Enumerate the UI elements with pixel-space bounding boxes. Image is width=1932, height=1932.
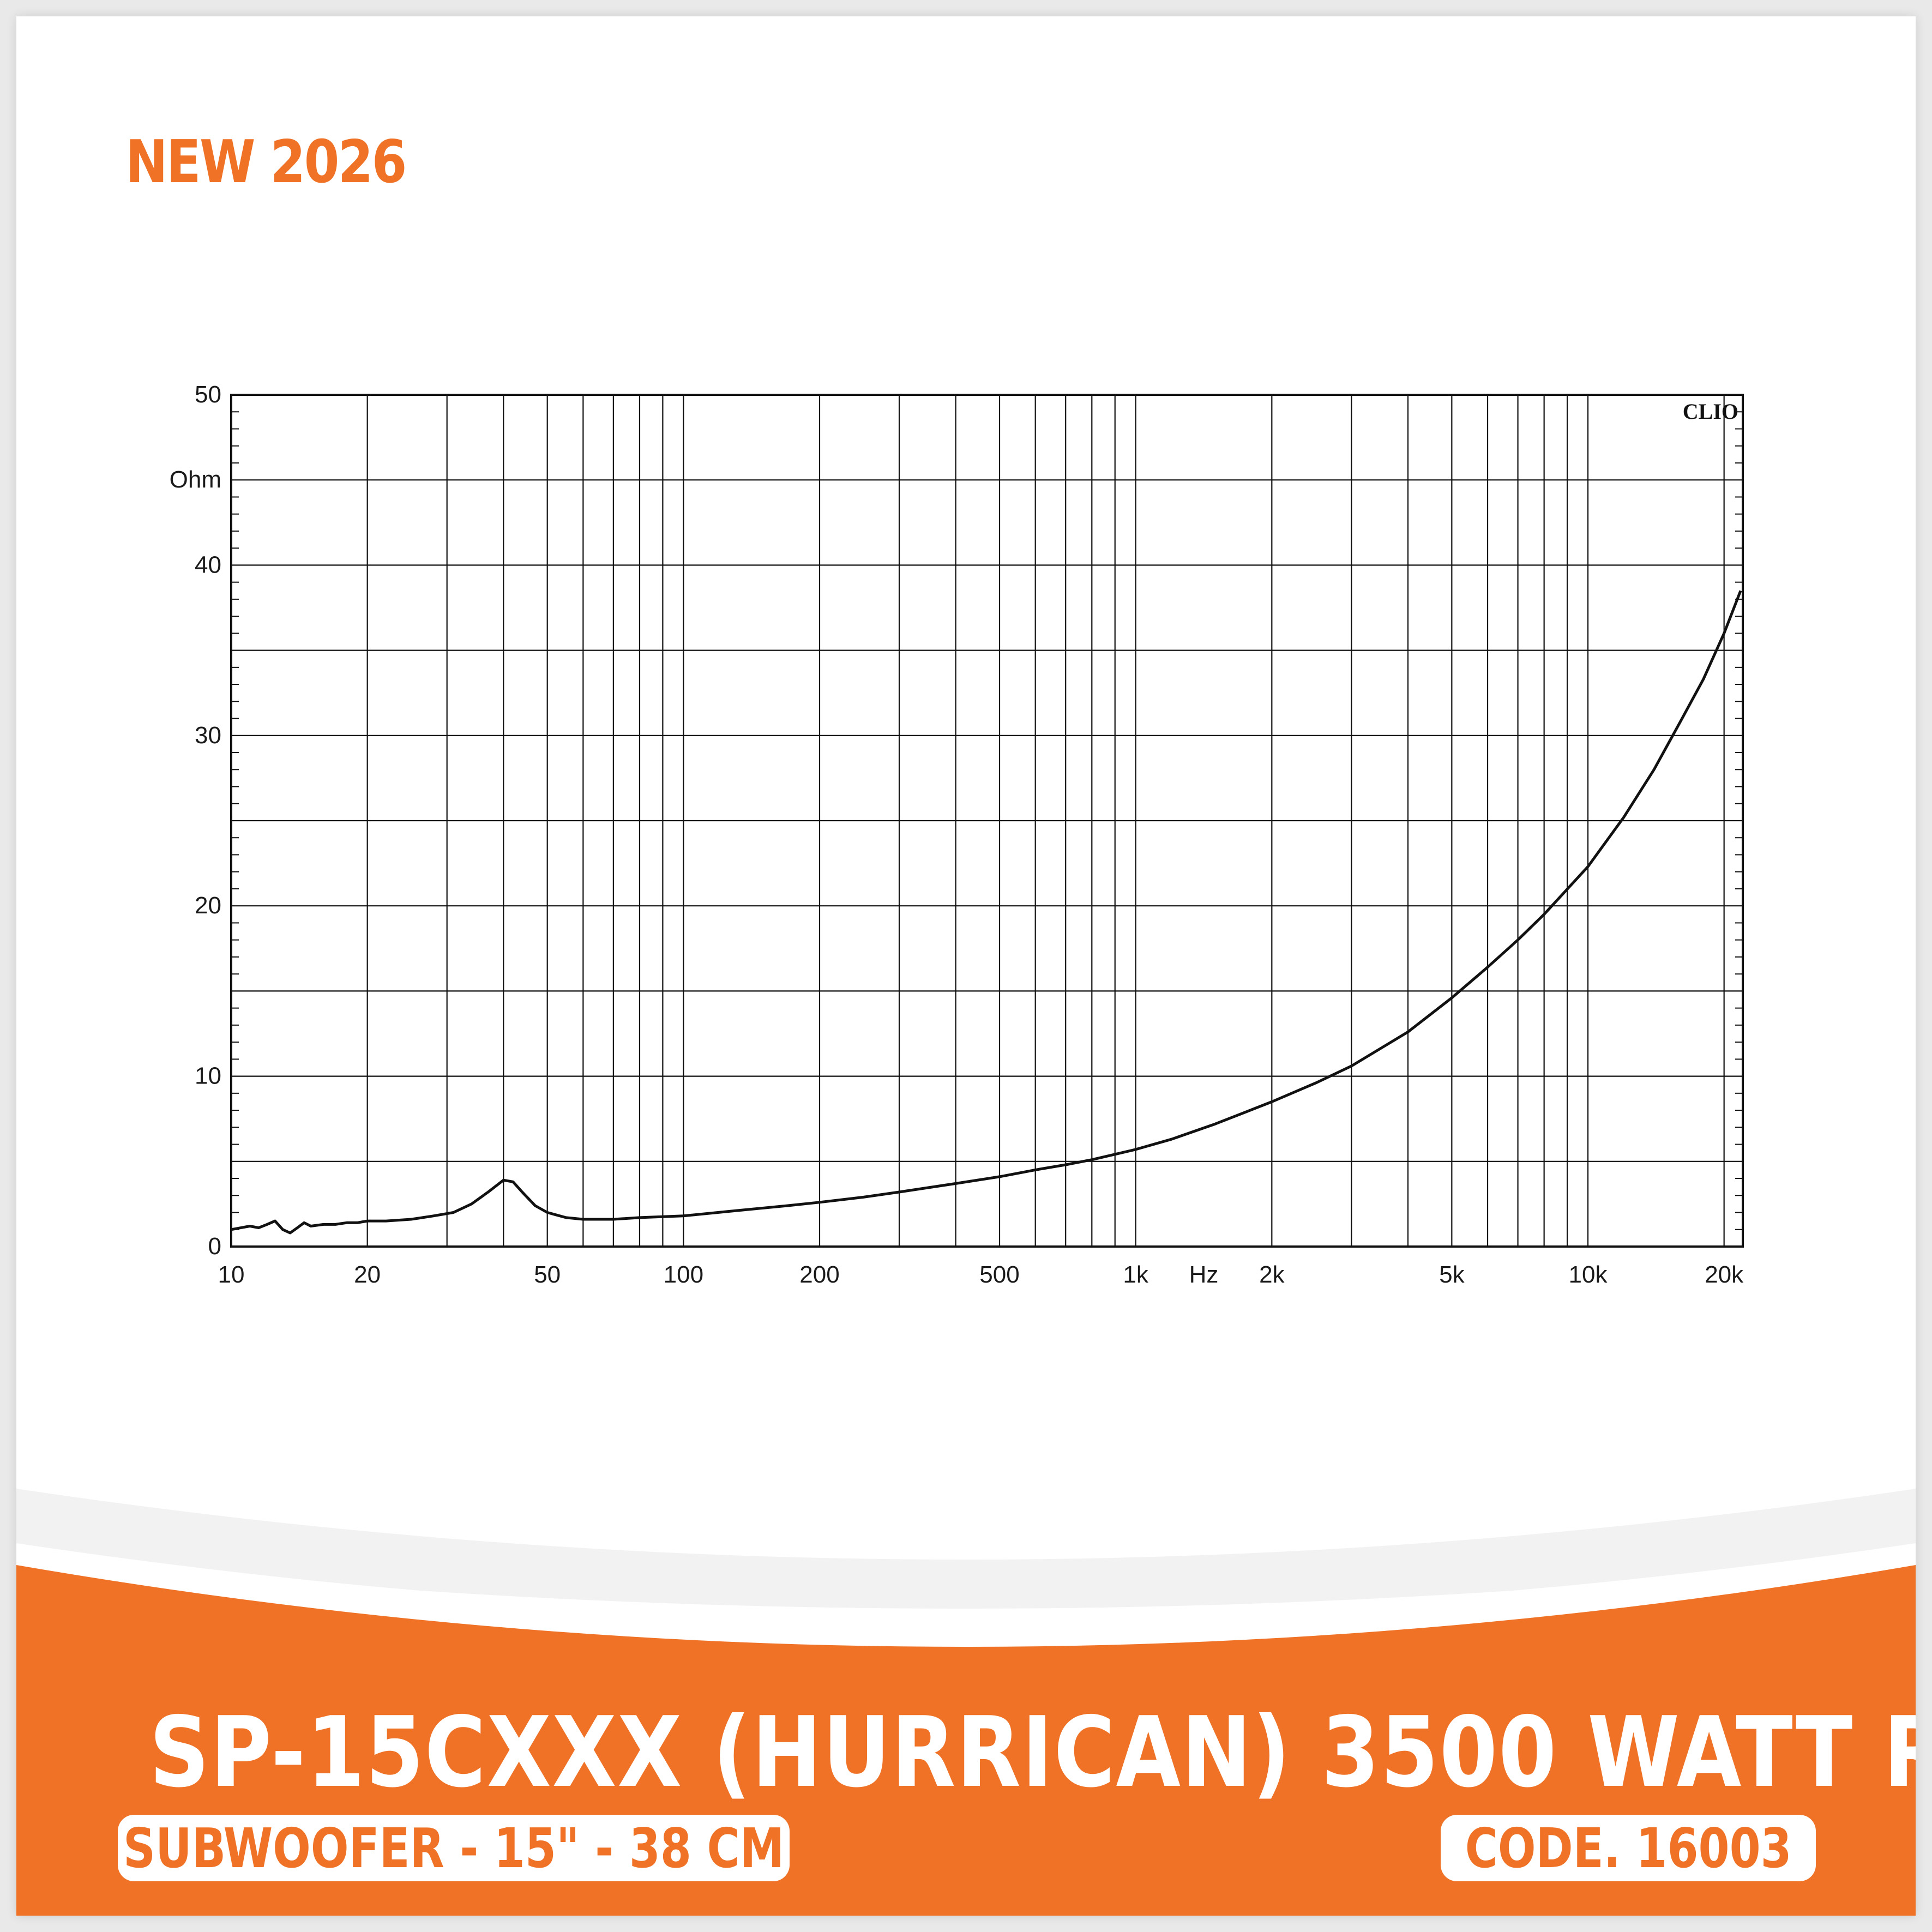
x-tick-label: 20 [354, 1261, 381, 1288]
product-code: CODE. 16003 [1465, 1816, 1792, 1880]
x-tick-label: 10k [1569, 1261, 1608, 1288]
minor-tick-marks [231, 411, 1743, 1230]
impedance-chart: 10 20 50 100 200 500 1k 2k 5k 10k 20k 01020304050 … [170, 381, 1744, 1288]
x-tick-labels: 10 20 50 100 200 500 1k 2k 5k 10k 20k [218, 1261, 1744, 1288]
y-tick-label: 10 [195, 1063, 221, 1090]
y-tick-label: 30 [195, 722, 221, 749]
y-tick-labels: 0 10 20 30 40 50 [195, 381, 221, 1260]
x-tick-label: 100 [664, 1261, 703, 1288]
y-tick-label: 40 [195, 551, 221, 578]
y-tick-label: 0 [208, 1233, 221, 1260]
banner-white-stripe [16, 1543, 1916, 1630]
y-tick-label: 20 [195, 892, 221, 919]
x-tick-label: 20k [1705, 1261, 1744, 1288]
x-tick-label: 500 [979, 1261, 1019, 1288]
plot-frame [230, 394, 1744, 1248]
impedance-curve [231, 590, 1742, 1235]
product-subtitle: SUBWOOFER - 15" - 38 CM [123, 1816, 785, 1880]
clio-watermark: CLIO [1683, 399, 1738, 424]
product-title: SP-15CXXX (HURRICAN) 3500 WATT RMS [149, 1696, 1916, 1809]
subtitle-pill: SUBWOOFER - 15" - 38 CM [118, 1815, 790, 1881]
x-tick-label: 50 [534, 1261, 561, 1288]
product-card: NEW 2026 10 20 50 100 200 500 1k 2k 5k 10k 20k 0 10… [16, 16, 1916, 1916]
code-pill: CODE. 16003 [1441, 1815, 1816, 1881]
y-tick-label: 50 [195, 381, 221, 408]
new-badge: NEW 2026 [125, 128, 407, 196]
x-tick-label: 10 [218, 1261, 245, 1288]
x-axis-label: Hz [1189, 1261, 1219, 1288]
x-tick-label: 200 [799, 1261, 839, 1288]
x-tick-label: 5k [1439, 1261, 1465, 1288]
x-tick-label: 1k [1123, 1261, 1148, 1288]
banner-shadow-wave [16, 1489, 1916, 1609]
x-tick-label: 2k [1259, 1261, 1285, 1288]
y-axis-label: Ohm [170, 466, 221, 493]
grid-lines [231, 395, 1743, 1247]
